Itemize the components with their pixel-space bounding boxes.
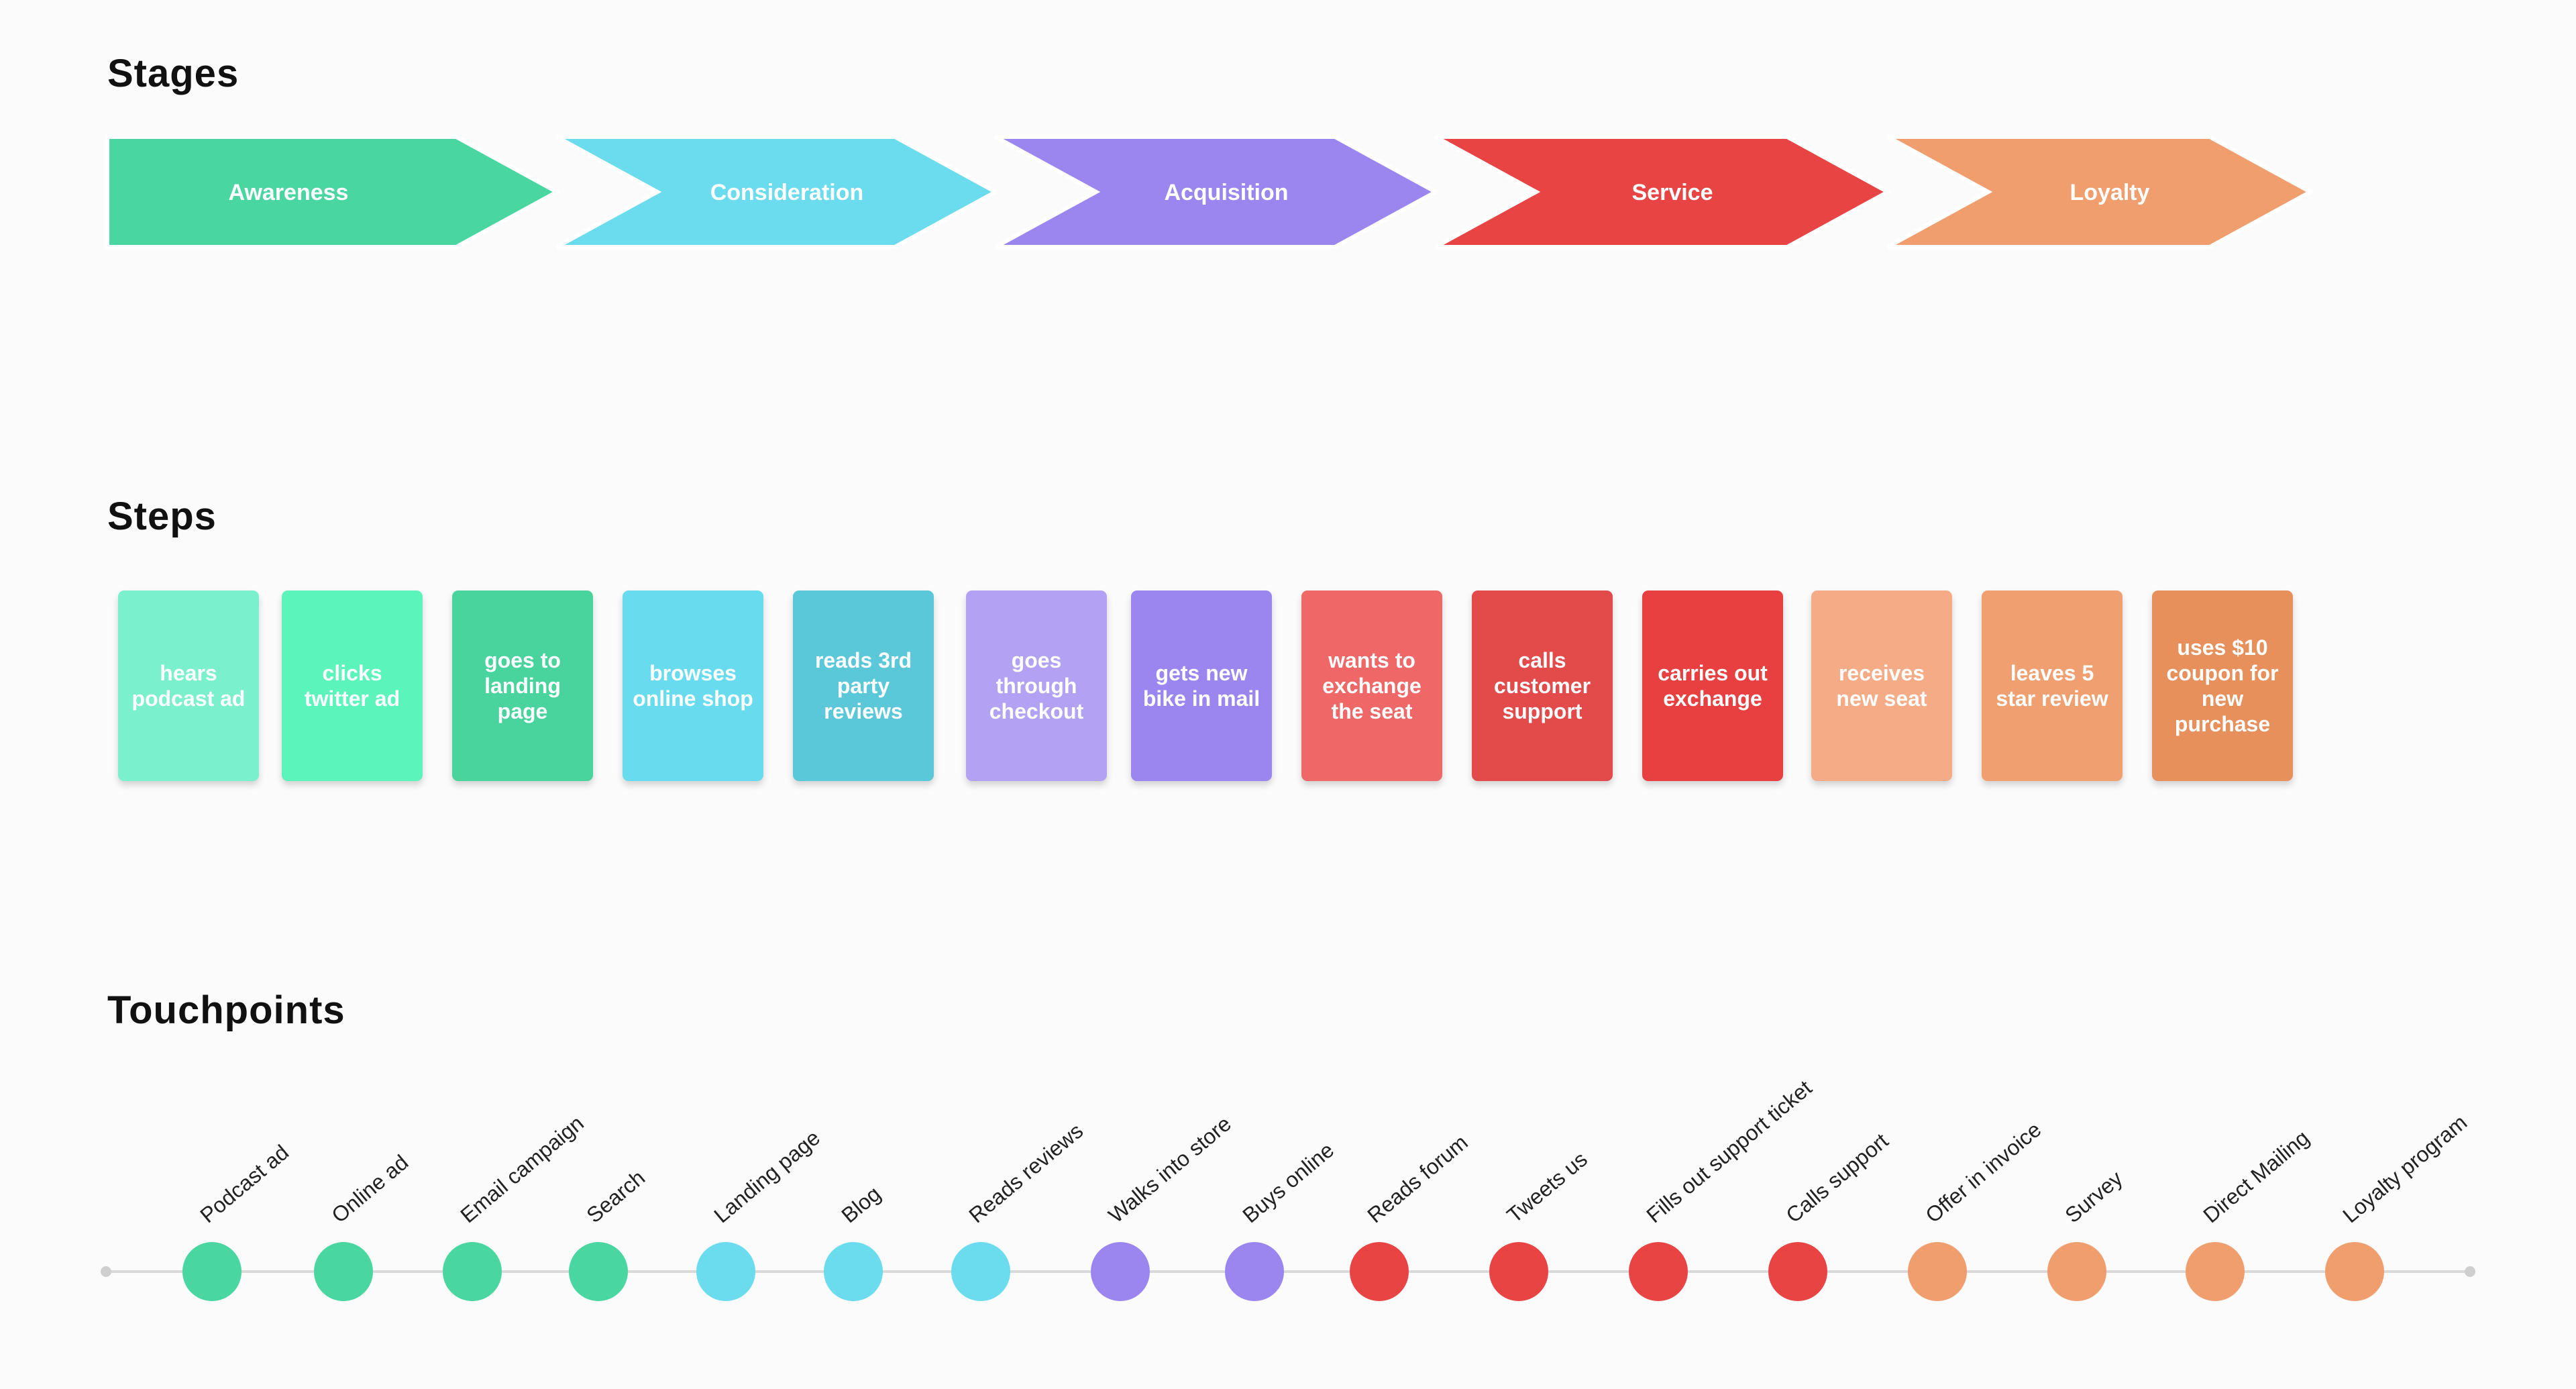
step-card[interactable]: calls customer support <box>1472 590 1613 781</box>
stage-loyalty[interactable]: Loyalty <box>1886 135 2315 249</box>
step-card[interactable]: carries out exchange <box>1642 590 1783 781</box>
touchpoint-dot[interactable] <box>1091 1242 1150 1301</box>
touchpoint-label: Reads forum <box>1362 1130 1472 1227</box>
step-card[interactable]: uses $10 coupon for new purchase <box>2152 590 2293 781</box>
stage-label: Loyalty <box>2070 180 2149 205</box>
step-card[interactable]: clicks twitter ad <box>282 590 423 781</box>
stage-label: Service <box>1632 180 1713 205</box>
touchpoint-dot[interactable] <box>182 1242 241 1301</box>
touchpoint-label: Walks into store <box>1104 1111 1236 1227</box>
step-card[interactable]: goes through checkout <box>966 590 1107 781</box>
touchpoints-title: Touchpoints <box>107 988 345 1032</box>
touchpoint-label: Survey <box>2060 1166 2127 1228</box>
step-label: carries out exchange <box>1658 661 1768 711</box>
touchpoint-dot[interactable] <box>2186 1242 2245 1301</box>
step-label: browses online shop <box>633 661 753 711</box>
touchpoint-label: Calls support <box>1781 1129 1892 1228</box>
step-label: reads 3rd party reviews <box>814 648 912 723</box>
touchpoint-label: Blog <box>837 1182 885 1228</box>
step-card[interactable]: leaves 5 star review <box>1982 590 2123 781</box>
touchpoint-label: Search <box>582 1166 649 1228</box>
touchpoint-direct-mailing[interactable]: Direct Mailing <box>2186 1125 2314 1301</box>
step-label: goes through checkout <box>989 648 1084 723</box>
stage-awareness[interactable]: Awareness <box>105 135 561 249</box>
touchpoint-tweets-us[interactable]: Tweets us <box>1489 1147 1592 1301</box>
stage-consideration[interactable]: Consideration <box>555 135 1000 249</box>
touchpoint-label: Landing page <box>709 1125 824 1227</box>
step-label: leaves 5 star review <box>1996 661 2108 711</box>
touchpoint-dot[interactable] <box>951 1242 1010 1301</box>
touchpoint-label: Email campaign <box>455 1111 588 1227</box>
step-card[interactable]: browses online shop <box>623 590 763 781</box>
touchpoint-label: Reads reviews <box>964 1119 1087 1227</box>
touchpoint-dot[interactable] <box>1225 1242 1284 1301</box>
touchpoint-dot[interactable] <box>314 1242 373 1301</box>
touchpoint-dot[interactable] <box>696 1242 755 1301</box>
step-label: receives new seat <box>1836 661 1927 711</box>
stage-label: Consideration <box>710 180 864 205</box>
touchpoint-dot[interactable] <box>569 1242 628 1301</box>
stages-flow: Awareness Consideration Acquisition Service… <box>105 135 2315 249</box>
touchpoint-landing-page[interactable]: Landing page <box>696 1125 824 1301</box>
touchpoint-search[interactable]: Search <box>569 1166 649 1301</box>
touchpoint-dot[interactable] <box>1768 1242 1827 1301</box>
step-card[interactable]: wants to exchange the seat <box>1301 590 1442 781</box>
step-label: uses $10 coupon for new purchase <box>2166 635 2279 736</box>
touchpoint-podcast-ad[interactable]: Podcast ad <box>182 1140 293 1301</box>
stages-title: Stages <box>107 52 239 95</box>
touchpoint-label: Direct Mailing <box>2198 1125 2314 1227</box>
touchpoint-dot[interactable] <box>2325 1242 2384 1301</box>
step-card[interactable]: reads 3rd party reviews <box>793 590 934 781</box>
step-card[interactable]: hears podcast ad <box>118 590 259 781</box>
touchpoint-online-ad[interactable]: Online ad <box>314 1150 413 1301</box>
stage-service[interactable]: Service <box>1434 135 1892 249</box>
stage-arrow[interactable] <box>1886 135 2315 249</box>
step-card[interactable]: gets new bike in mail <box>1131 590 1272 781</box>
touchpoint-dot[interactable] <box>2047 1242 2106 1301</box>
steps-title: Steps <box>107 495 217 538</box>
touchpoint-label: Offer in invoice <box>1921 1117 2045 1227</box>
step-label: goes to landing page <box>484 648 561 723</box>
stage-label: Awareness <box>229 180 349 205</box>
touchpoint-dot[interactable] <box>1908 1242 1967 1301</box>
touchpoint-dot[interactable] <box>1629 1242 1688 1301</box>
stage-arrow[interactable] <box>994 135 1440 249</box>
touchpoint-reads-forum[interactable]: Reads forum <box>1350 1130 1472 1301</box>
touchpoint-dot[interactable] <box>1489 1242 1548 1301</box>
touchpoint-dot[interactable] <box>824 1242 883 1301</box>
stage-arrow[interactable] <box>555 135 1000 249</box>
touchpoint-dot[interactable] <box>1350 1242 1409 1301</box>
touchpoint-blog[interactable]: Blog <box>824 1182 885 1301</box>
touchpoint-label: Podcast ad <box>195 1140 293 1227</box>
stage-arrow[interactable] <box>1434 135 1892 249</box>
touchpoint-calls-support[interactable]: Calls support <box>1768 1129 1893 1301</box>
step-label: clicks twitter ad <box>304 661 400 711</box>
step-label: gets new bike in mail <box>1142 661 1260 711</box>
touchpoint-buys-online[interactable]: Buys online <box>1225 1137 1338 1301</box>
touchpoint-offer-in-invoice[interactable]: Offer in invoice <box>1908 1117 2046 1301</box>
timeline-start-dot <box>101 1266 111 1277</box>
touchpoint-reads-reviews[interactable]: Reads reviews <box>951 1119 1087 1301</box>
touchpoint-label: Loyalty program <box>2338 1110 2471 1227</box>
step-label: hears podcast ad <box>131 661 246 711</box>
stage-acquisition[interactable]: Acquisition <box>994 135 1440 249</box>
timeline-end-dot <box>2465 1266 2475 1277</box>
step-card[interactable]: goes to landing page <box>452 590 593 781</box>
touchpoint-label: Tweets us <box>1502 1147 1591 1227</box>
touchpoint-survey[interactable]: Survey <box>2047 1166 2127 1301</box>
touchpoint-label: Online ad <box>327 1150 413 1228</box>
step-card[interactable]: receives new seat <box>1811 590 1952 781</box>
stage-label: Acquisition <box>1164 180 1288 205</box>
step-label: wants to exchange the seat <box>1322 648 1421 723</box>
touchpoint-label: Buys online <box>1238 1137 1338 1227</box>
stage-arrow[interactable] <box>105 135 561 249</box>
step-label: calls customer support <box>1493 648 1591 723</box>
touchpoint-dot[interactable] <box>443 1242 502 1301</box>
